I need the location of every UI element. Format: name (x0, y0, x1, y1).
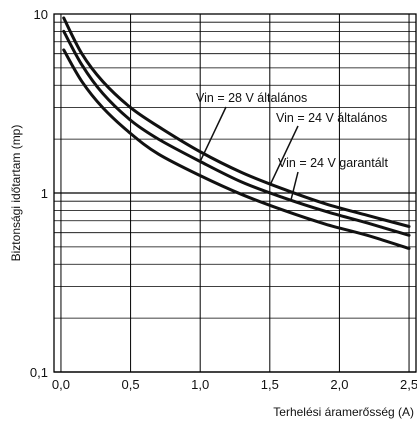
series-line (62, 48, 411, 250)
series-line (62, 16, 411, 228)
x-tick-label: 2,5 (400, 377, 417, 392)
annotation-leader-line (199, 106, 227, 162)
y-tick-label: 1 (41, 186, 48, 201)
annotation-leader-line (289, 171, 299, 202)
x-tick-label: 0,0 (52, 377, 70, 392)
series-line (62, 29, 411, 237)
grid (54, 14, 416, 373)
annotation-labels: Vin = 28 V általános Vin = 24 V általános… (196, 91, 388, 170)
annotation-label: Vin = 24 V garantált (278, 156, 388, 170)
y-tick-labels: 0,1 1 10 (30, 7, 48, 380)
series-group (62, 16, 411, 250)
annotation-label: Vin = 24 V általános (276, 111, 387, 125)
x-tick-label: 0,5 (122, 377, 140, 392)
x-tick-label: 2,0 (330, 377, 348, 392)
annotation-leader-line (269, 125, 299, 186)
x-tick-label: 1,5 (261, 377, 279, 392)
plot-frame (53, 13, 417, 373)
x-tick-label: 1,0 (191, 377, 209, 392)
x-tick-labels: 0,0 0,5 1,0 1,5 2,0 2,5 (52, 377, 417, 392)
y-tick-label: 0,1 (30, 365, 48, 380)
annotation-label: Vin = 28 V általános (196, 91, 307, 105)
y-tick-label: 10 (34, 7, 48, 22)
y-axis-label: Biztonsági időtartam (mp) (9, 125, 23, 262)
x-axis-label: Terhelési áramerősség (A) (273, 405, 414, 419)
annotation-leaders (199, 106, 299, 202)
